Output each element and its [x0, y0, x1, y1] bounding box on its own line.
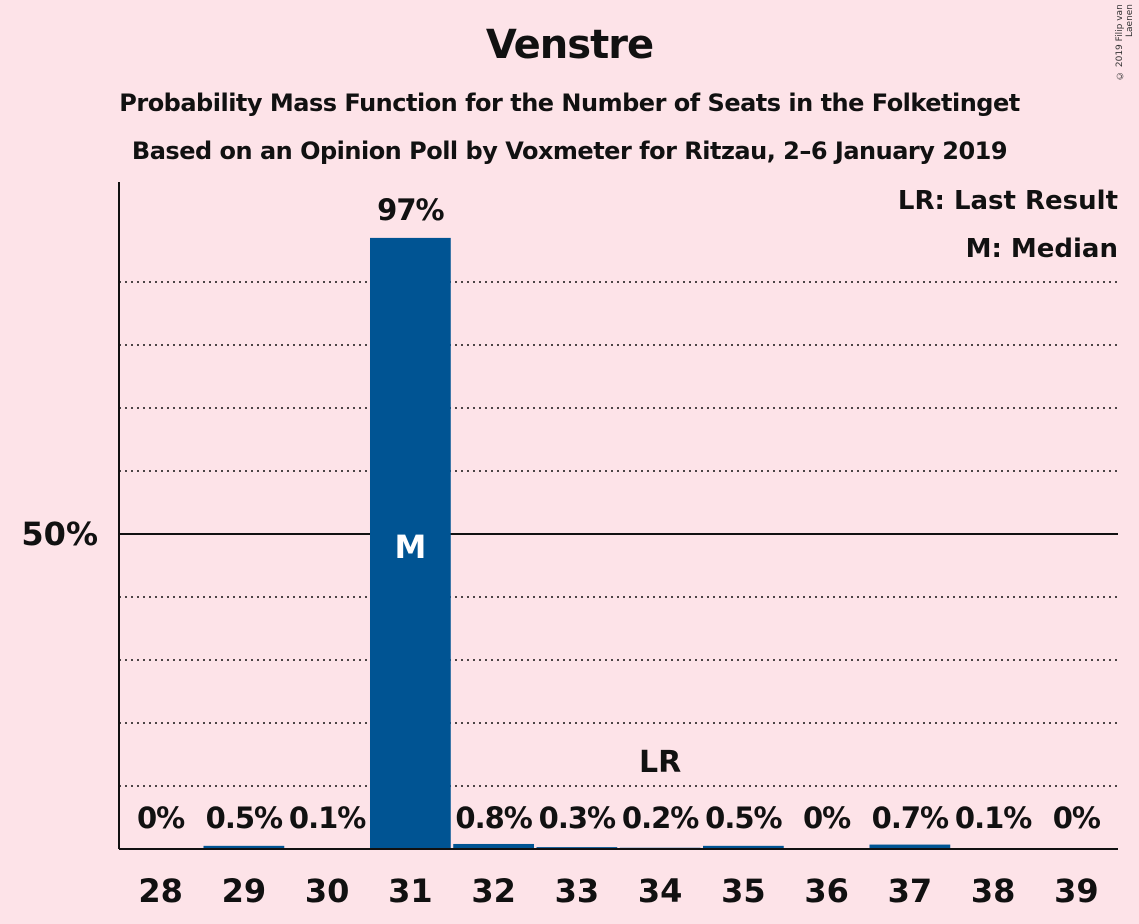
x-tick-labels: 28 29 30 31 32 33 34 35 36 37 38 39: [138, 872, 1098, 910]
value-labels: 0% 0.5% 0.1%97%0.8% 0.3% 0.2% 0.5% 0% 0.7% 0.1% 0…: [137, 193, 1102, 835]
x-tick-39: 39: [1054, 872, 1099, 910]
value-label-29: 0.5%: [206, 801, 283, 835]
x-tick-30: 30: [305, 872, 350, 910]
value-label-32: 0.8%: [455, 801, 532, 835]
bar-35: [702, 845, 784, 849]
x-tick-38: 38: [971, 872, 1016, 910]
value-label-36: 0%: [803, 801, 851, 835]
value-label-38: 0.1%: [955, 801, 1032, 835]
legend-median: M: Median: [966, 234, 1118, 264]
value-label-35: 0.5%: [705, 801, 782, 835]
value-label-30: 0.1%: [289, 801, 366, 835]
gridlines: [119, 281, 1118, 787]
chart-title: Venstre: [485, 22, 654, 68]
value-label-37: 0.7%: [872, 801, 949, 835]
x-tick-37: 37: [888, 872, 933, 910]
last-result-marker: LR: [639, 745, 681, 780]
value-label-34: 0.2%: [622, 801, 699, 835]
x-tick-28: 28: [138, 872, 183, 910]
value-label-31: 97%: [377, 193, 444, 227]
chart-source: Based on an Opinion Poll by Voxmeter for…: [131, 137, 1008, 165]
x-tick-35: 35: [721, 872, 766, 910]
median-marker: M: [394, 528, 426, 566]
x-tick-31: 31: [388, 872, 433, 910]
chart-subtitle: Probability Mass Function for the Number…: [119, 89, 1020, 117]
x-tick-34: 34: [638, 872, 683, 910]
bar-37: [869, 844, 951, 849]
bar-32: [453, 843, 535, 849]
bars: [203, 237, 1034, 849]
y-tick-label: 50%: [21, 515, 98, 553]
bar-31: [369, 237, 451, 849]
value-label-33: 0.3%: [539, 801, 616, 835]
markers: M LR: [394, 528, 681, 780]
x-tick-36: 36: [804, 872, 849, 910]
x-tick-32: 32: [471, 872, 516, 910]
bar-29: [203, 845, 285, 849]
x-tick-33: 33: [555, 872, 600, 910]
x-tick-29: 29: [222, 872, 267, 910]
legend-last-result: LR: Last Result: [898, 186, 1118, 216]
value-label-28: 0%: [137, 801, 185, 835]
value-label-39: 0%: [1053, 801, 1101, 835]
